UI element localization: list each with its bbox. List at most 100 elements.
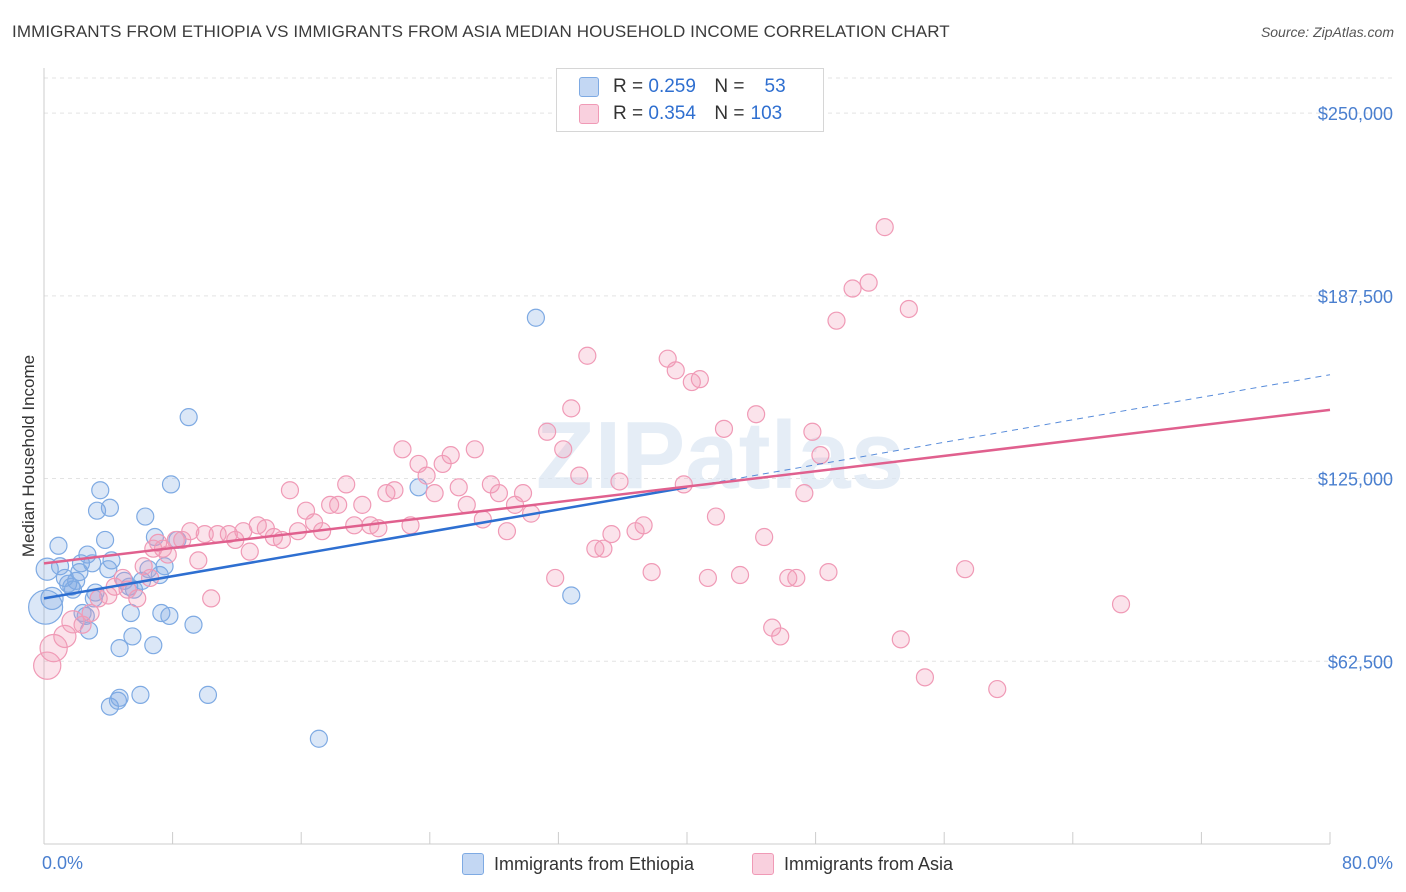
asia-point — [425, 484, 444, 503]
ethiopia-point — [179, 408, 198, 427]
x-tick-label-end: 80.0% — [1342, 853, 1393, 873]
asia-point — [441, 446, 460, 465]
asia-point — [465, 440, 484, 459]
asia-trendline — [43, 408, 1331, 565]
asia-point — [594, 539, 613, 558]
asia-point — [497, 522, 517, 541]
ethiopia-point — [309, 729, 328, 748]
source-label: Source: ZipAtlas.com — [1260, 24, 1394, 40]
ethiopia-point — [161, 475, 181, 494]
ethiopia-point — [108, 691, 128, 710]
asia-point — [449, 478, 468, 497]
asia-point — [642, 562, 661, 582]
r-value: 0.259 — [648, 76, 696, 97]
y-tick-label: $250,000 — [1318, 104, 1393, 124]
asia-point — [189, 551, 208, 570]
asia-point — [988, 679, 1007, 699]
asia-point — [747, 405, 766, 424]
asia-point — [134, 557, 153, 576]
asia-point — [385, 481, 404, 500]
asia-point — [666, 361, 685, 380]
watermark-text: ZIPatlas — [536, 402, 904, 509]
legend-row-ethiopia: R = 0.259 N = 53 — [579, 75, 786, 99]
asia-point — [513, 484, 533, 503]
asia-point — [610, 472, 629, 491]
asia-point — [128, 589, 147, 608]
ethiopia-point — [136, 507, 155, 526]
ethiopia-point — [110, 639, 129, 658]
ethiopia-point — [35, 557, 59, 581]
asia-point — [714, 419, 734, 438]
asia-point — [149, 533, 168, 552]
ethiopia-point — [144, 636, 163, 655]
asia-point — [202, 589, 221, 608]
axes — [43, 68, 1331, 845]
asia-point — [955, 560, 975, 579]
ethiopia-point — [160, 606, 179, 626]
asia-point — [570, 466, 589, 485]
asia-point — [393, 440, 412, 459]
y-tick-label: $62,500 — [1328, 652, 1393, 672]
chart-title: IMMIGRANTS FROM ETHIOPIA VS IMMIGRANTS F… — [12, 22, 950, 41]
ethiopia-series — [28, 308, 581, 748]
asia-point — [730, 565, 750, 585]
asia-point — [489, 484, 509, 503]
asia-point — [538, 422, 557, 441]
ethiopia-point — [526, 308, 545, 327]
asia-point — [899, 299, 918, 319]
asia-point — [53, 624, 77, 649]
r-label: R = — [613, 76, 644, 97]
asia-legend-icon — [752, 853, 774, 875]
asia-point — [602, 524, 621, 544]
asia-point — [181, 522, 200, 541]
ethiopia-trendline-extension — [686, 374, 1331, 488]
asia-point — [771, 627, 790, 646]
r-value: 0.354 — [648, 103, 696, 124]
asia-point — [690, 370, 709, 389]
ethiopia-point — [95, 530, 115, 550]
asia-point — [473, 510, 492, 529]
legend-item-asia[interactable]: Immigrants from Asia — [752, 851, 953, 877]
asia-point — [240, 542, 259, 561]
ethiopia-point — [91, 481, 110, 500]
asia-point — [803, 422, 822, 441]
asia-point — [811, 446, 830, 465]
ethiopia-point — [198, 685, 218, 704]
asia-point — [353, 495, 372, 514]
asia-point — [1111, 595, 1131, 614]
trendlines — [43, 374, 1331, 600]
asia-swatch-icon — [579, 104, 599, 124]
asia-point — [698, 568, 717, 588]
y-tick-labels: $62,500 $125,000 $187,500 $250,000 — [1318, 104, 1393, 672]
asia-point — [195, 524, 214, 544]
ethiopia-legend-icon — [462, 853, 484, 875]
ethiopia-point — [40, 586, 64, 611]
asia-point — [827, 311, 846, 330]
asia-point — [562, 399, 581, 418]
ethiopia-point — [155, 557, 174, 576]
n-value: 53 — [764, 76, 786, 97]
legend-item-ethiopia[interactable]: Immigrants from Ethiopia — [462, 851, 694, 877]
asia-point — [81, 603, 100, 623]
y-tick-label: $187,500 — [1318, 287, 1393, 307]
ethiopia-point — [131, 685, 150, 704]
legend-row-asia: R = 0.354 N = 103 — [579, 102, 782, 126]
asia-point — [280, 481, 300, 500]
asia-point — [915, 668, 935, 687]
asia-point — [457, 495, 476, 514]
y-axis-label: Median Household Income — [19, 355, 38, 557]
asia-point — [546, 568, 565, 588]
legend-label-asia: Immigrants from Asia — [784, 853, 954, 874]
ethiopia-point — [100, 498, 120, 517]
asia-point — [113, 568, 132, 588]
asia-point — [337, 475, 356, 494]
asia-point — [795, 484, 814, 503]
r-label: R = — [613, 103, 644, 124]
asia-point — [859, 273, 878, 292]
ethiopia-point — [123, 627, 142, 646]
ethiopia-point — [184, 615, 203, 634]
asia-point — [634, 516, 653, 535]
asia-point — [875, 218, 894, 237]
asia-point — [819, 562, 838, 582]
ethiopia-point — [562, 586, 581, 605]
